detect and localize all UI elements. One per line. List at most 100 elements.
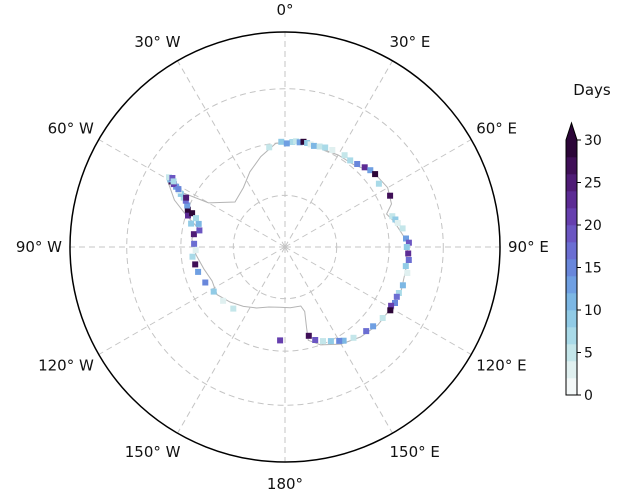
colorbar-tick-label: 20: [584, 218, 602, 234]
event-cell: [372, 171, 379, 178]
event-cell: [387, 307, 394, 314]
event-cell: [405, 257, 412, 263]
event-cell: [189, 253, 196, 260]
event-cell: [192, 261, 199, 268]
event-cell: [188, 220, 195, 227]
event-cell: [195, 220, 202, 227]
event-cell: [305, 332, 312, 339]
longitude-label: 120° E: [476, 357, 526, 375]
meridian-line: [177, 60, 286, 248]
event-cell: [340, 337, 347, 344]
meridian-line: [284, 139, 472, 248]
event-cell: [388, 302, 395, 309]
colorbar-tick-label: 15: [584, 261, 602, 277]
meridian-line: [98, 139, 286, 248]
event-cell: [320, 338, 326, 345]
event-cell: [361, 164, 368, 171]
colorbar-segment: [566, 378, 577, 396]
event-cell: [266, 144, 273, 151]
meridian-line: [177, 246, 286, 434]
map-boundary-circle: [69, 31, 501, 463]
event-cell: [350, 334, 357, 341]
latitude-circle: [126, 88, 444, 406]
event-cell: [389, 213, 396, 220]
event-cell: [296, 139, 303, 146]
colorbar-segment: [566, 276, 577, 294]
event-cell: [370, 323, 377, 330]
longitude-label: 90° E: [508, 238, 549, 256]
longitude-label: 60° W: [48, 120, 94, 138]
event-cell: [190, 231, 197, 238]
event-cell: [322, 144, 329, 151]
event-cell: [403, 244, 410, 250]
event-cell: [192, 247, 199, 254]
event-cell: [405, 250, 412, 257]
event-cell: [191, 240, 198, 247]
event-cell: [175, 186, 182, 193]
longitude-label: 150° E: [390, 443, 440, 461]
colorbar-tick-label: 25: [584, 176, 602, 192]
event-cell: [195, 268, 202, 275]
event-cell: [394, 220, 401, 226]
event-cell: [170, 178, 177, 185]
colorbar-segment: [566, 293, 577, 311]
event-cell: [169, 175, 176, 181]
event-cell: [392, 216, 399, 223]
colorbar-segment: [566, 310, 577, 328]
event-cell: [403, 235, 409, 242]
longitude-label: 30° W: [134, 33, 180, 51]
longitude-label: 90° W: [16, 238, 62, 256]
meridian-line: [284, 60, 393, 248]
event-cell: [177, 190, 184, 197]
event-cell: [196, 227, 203, 234]
colorbar-segment: [566, 174, 577, 192]
colorbar-tick-label: 5: [584, 346, 593, 362]
event-cell: [341, 152, 348, 159]
event-cell: [367, 167, 374, 174]
colorbar-segment: [566, 208, 577, 226]
event-cell: [311, 142, 317, 149]
event-cell: [220, 297, 227, 304]
event-cell: [307, 141, 314, 148]
event-cell: [399, 282, 406, 289]
event-cell: [375, 180, 382, 187]
longitude-label: 30° E: [390, 33, 431, 51]
event-cell: [393, 293, 400, 300]
event-cell: [312, 337, 319, 343]
event-cell: [402, 263, 409, 270]
event-cell: [354, 161, 361, 167]
colorbar-tick-label: 0: [584, 388, 593, 404]
colorbar-segment: [566, 242, 577, 260]
event-cell: [185, 212, 191, 219]
event-cell: [278, 138, 285, 145]
colorbar-segment: [566, 344, 577, 362]
graticule: [70, 32, 500, 462]
colorbar-segment: [566, 327, 577, 345]
longitude-label: 60° E: [476, 120, 517, 138]
longitude-label: 150° W: [125, 443, 181, 461]
event-cell: [210, 288, 217, 295]
event-cell: [392, 300, 398, 306]
colorbar-segment: [566, 157, 577, 175]
colorbar-outline: [565, 121, 578, 396]
colorbar-extend-arrow: [566, 123, 577, 140]
event-cell: [387, 192, 394, 199]
event-cell: [327, 338, 334, 345]
colorbar-segment: [566, 259, 577, 277]
event-cell: [304, 140, 311, 146]
colorbar-segment: [566, 225, 577, 243]
event-cell: [193, 215, 199, 222]
event-cell: [289, 139, 296, 145]
event-cell: [379, 315, 386, 321]
longitude-label: 0°: [276, 1, 293, 19]
longitude-label: 180°: [267, 475, 303, 489]
event-cell: [184, 202, 191, 209]
event-cell: [405, 239, 412, 246]
event-cell: [202, 279, 209, 286]
meridian-line: [284, 246, 393, 434]
event-cell: [184, 206, 191, 213]
event-cell: [300, 138, 307, 145]
event-cell: [283, 140, 290, 147]
colorbar-tick-label: 10: [584, 303, 602, 319]
